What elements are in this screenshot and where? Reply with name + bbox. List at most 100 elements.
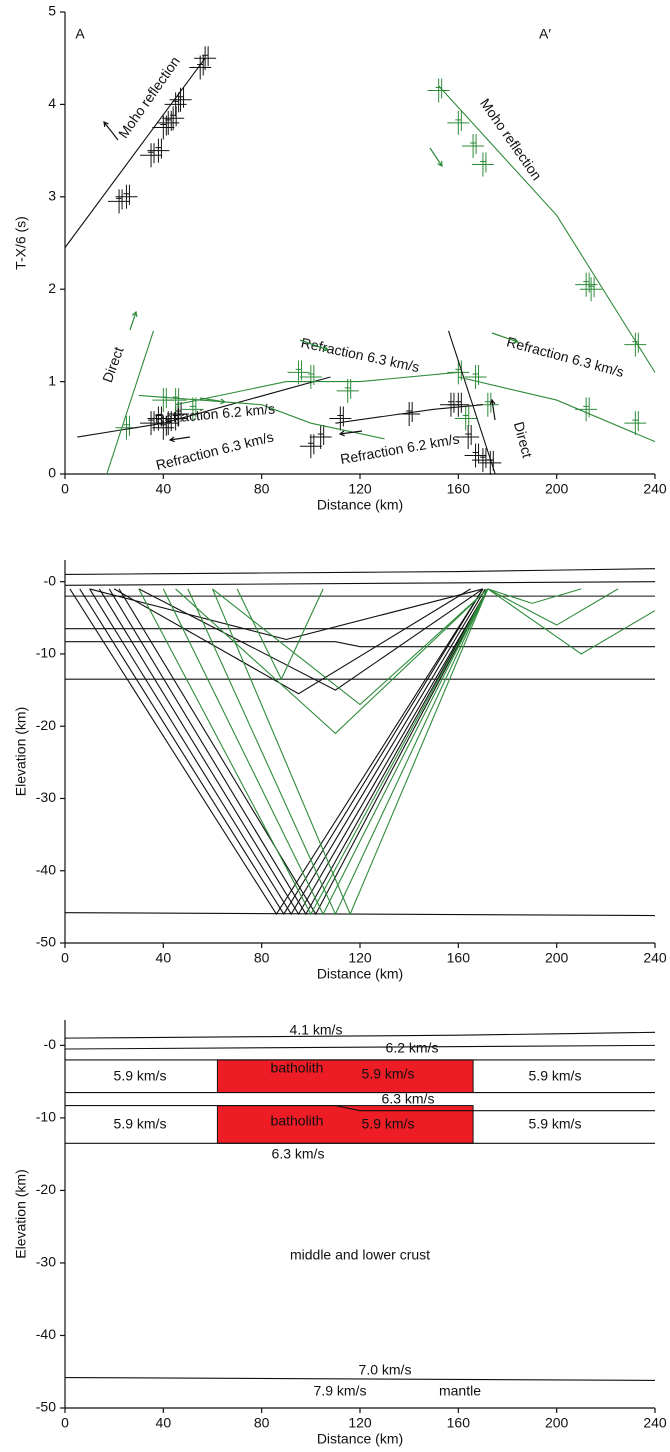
pick-cross — [164, 92, 187, 117]
y-tick-label: -0 — [44, 572, 57, 588]
pick-cross — [115, 184, 138, 209]
curve — [335, 404, 483, 424]
y-tick-label: -0 — [44, 1036, 57, 1052]
curve — [113, 588, 471, 695]
curve — [487, 588, 656, 655]
x-tick-label: 240 — [643, 950, 667, 966]
curve — [162, 588, 489, 916]
curve — [98, 588, 489, 916]
arrow — [168, 436, 191, 443]
pick-cross — [299, 434, 322, 459]
curve — [138, 588, 484, 691]
curve — [175, 371, 459, 406]
y-tick-label: -10 — [36, 1109, 56, 1125]
x-tick-label: 80 — [254, 950, 270, 966]
annotation: batholith — [271, 1113, 324, 1129]
pick-cross — [476, 392, 499, 417]
pick-cross — [287, 360, 310, 385]
curve — [487, 588, 582, 604]
y-tick-label: 1 — [48, 372, 56, 388]
x-tick-label: 40 — [156, 1415, 172, 1431]
curve — [187, 588, 489, 916]
pick-cross — [167, 401, 190, 426]
y-tick-label: 5 — [48, 3, 56, 19]
x-tick-label: 200 — [545, 1415, 569, 1431]
y-tick-label: -30 — [36, 1254, 56, 1270]
pick-cross — [464, 364, 487, 389]
x-tick-label: 120 — [348, 950, 372, 966]
annotation: middle and lower crust — [290, 1247, 430, 1263]
pick-cross — [454, 406, 477, 431]
pick-cross — [329, 406, 352, 431]
curve — [212, 588, 489, 706]
annotation: Refraction 6.3 km/s — [505, 333, 626, 380]
curve — [69, 588, 484, 916]
pick-cross — [462, 133, 485, 158]
annotation: A′ — [539, 26, 551, 42]
x-axis-title: Distance (km) — [317, 1431, 403, 1447]
y-tick-label: 4 — [48, 95, 56, 111]
curve — [211, 588, 489, 916]
curve — [438, 85, 656, 373]
x-tick-label: 160 — [447, 1415, 471, 1431]
curve — [106, 330, 155, 475]
annotation: 6.2 km/s — [386, 1040, 439, 1056]
annotation: 5.9 km/s — [529, 1068, 582, 1084]
pick-cross — [471, 448, 494, 473]
pick-cross — [169, 87, 192, 112]
curve — [64, 912, 656, 917]
annotation: 6.3 km/s — [272, 1146, 325, 1162]
pick-cross — [147, 138, 170, 163]
pick-cross — [464, 443, 487, 468]
x-tick-label: 40 — [156, 481, 172, 497]
curve — [138, 588, 489, 916]
annotation: 5.9 km/s — [362, 1066, 415, 1082]
x-tick-label: 160 — [447, 950, 471, 966]
curve — [77, 376, 331, 438]
y-axis-title: Elevation (km) — [13, 707, 29, 796]
pick-cross — [157, 110, 180, 135]
y-axis-title: Elevation (km) — [13, 1169, 29, 1258]
annotation: 7.0 km/s — [359, 1362, 412, 1378]
pick-cross — [194, 46, 217, 71]
pick-cross — [140, 411, 163, 436]
pick-cross — [147, 406, 170, 431]
y-tick-label: -20 — [36, 717, 56, 733]
pick-cross — [457, 425, 480, 450]
pick-cross — [471, 152, 494, 177]
annotation: Direct — [99, 345, 127, 385]
curve — [65, 1105, 655, 1112]
annotation: 5.9 km/s — [114, 1116, 167, 1132]
arrow — [489, 398, 496, 421]
curve — [64, 1376, 656, 1381]
pick-cross — [164, 406, 187, 431]
y-axis-title: T-X/6 (s) — [13, 216, 29, 270]
y-tick-label: -50 — [36, 1399, 56, 1415]
annotation: batholith — [271, 1060, 324, 1076]
curve — [64, 568, 656, 576]
curve — [118, 588, 489, 916]
pick-cross — [299, 364, 322, 389]
pick-cross — [447, 392, 470, 417]
annotation: 6.3 km/s — [382, 1091, 435, 1107]
x-tick-label: 0 — [61, 950, 69, 966]
curve — [89, 588, 486, 916]
pick-cross — [115, 415, 138, 440]
annotation: 4.1 km/s — [290, 1022, 343, 1038]
curve — [108, 588, 489, 916]
curve — [64, 581, 656, 586]
x-tick-label: 0 — [61, 1415, 69, 1431]
annotation: mantle — [439, 1383, 481, 1399]
annotation: A — [75, 26, 85, 42]
y-tick-label: 3 — [48, 188, 56, 204]
pick-cross — [427, 78, 450, 103]
annotation: 5.9 km/s — [114, 1068, 167, 1084]
arrow — [491, 332, 520, 344]
x-axis-title: Distance (km) — [317, 966, 403, 982]
annotation: Direct — [511, 420, 536, 460]
annotation: Refraction 6.2 km/s — [339, 430, 461, 467]
curve — [79, 588, 484, 916]
pick-cross — [336, 378, 359, 403]
y-tick-label: -10 — [36, 645, 56, 661]
